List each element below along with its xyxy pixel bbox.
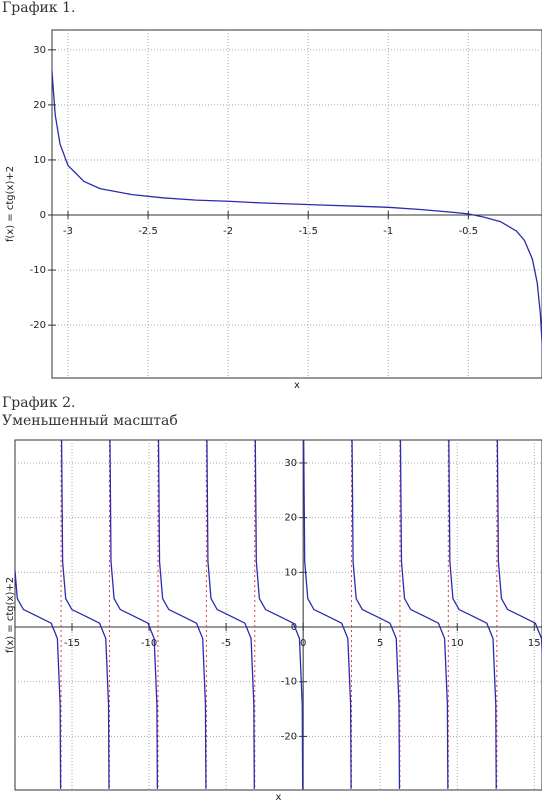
x-tick-label: 5 [377, 638, 383, 649]
y-tick-label: 10 [284, 567, 297, 578]
x-tick-label: -5 [221, 638, 231, 649]
x-tick-label: -2.5 [138, 226, 158, 237]
plot-area [52, 54, 542, 358]
x-tick-label: -3 [63, 226, 73, 237]
y-tick-label: 10 [33, 155, 46, 166]
curve [15, 440, 542, 789]
x-tick-label: -15 [64, 638, 80, 649]
plot-area [15, 440, 542, 790]
chart-title: График 2. [2, 395, 75, 411]
chart-subtitle: Уменьшенный масштаб [2, 413, 178, 429]
y-tick-label: 20 [33, 100, 46, 111]
x-tick-label: -1.5 [298, 226, 318, 237]
curve [52, 54, 542, 358]
y-tick-label: -10 [30, 265, 46, 276]
x-tick-label: -1 [383, 226, 393, 237]
y-tick-label: 30 [284, 458, 297, 469]
x-axis-label: x [276, 792, 282, 800]
plot-frame [51, 29, 542, 379]
y-tick-label: 30 [33, 45, 46, 56]
y-tick-label: -10 [281, 677, 297, 688]
x-tick-label: -10 [141, 638, 157, 649]
y-tick-label: -20 [281, 731, 297, 742]
y-tick-label: -20 [30, 320, 46, 331]
plot-frame [14, 439, 542, 791]
y-axis-label: f(x) = ctg(x)+2 [5, 166, 16, 242]
x-axis-label: x [294, 380, 300, 391]
chart-title: График 1. [2, 0, 75, 16]
x-tick-label: 15 [528, 638, 541, 649]
x-tick-label: -0.5 [459, 226, 479, 237]
x-tick-label: -2 [223, 226, 233, 237]
y-tick-label: 0 [40, 210, 46, 221]
y-tick-label: 20 [284, 513, 297, 524]
x-tick-label: 10 [451, 638, 464, 649]
y-axis-label: f(x) = ctg(x)+2 [5, 577, 16, 653]
